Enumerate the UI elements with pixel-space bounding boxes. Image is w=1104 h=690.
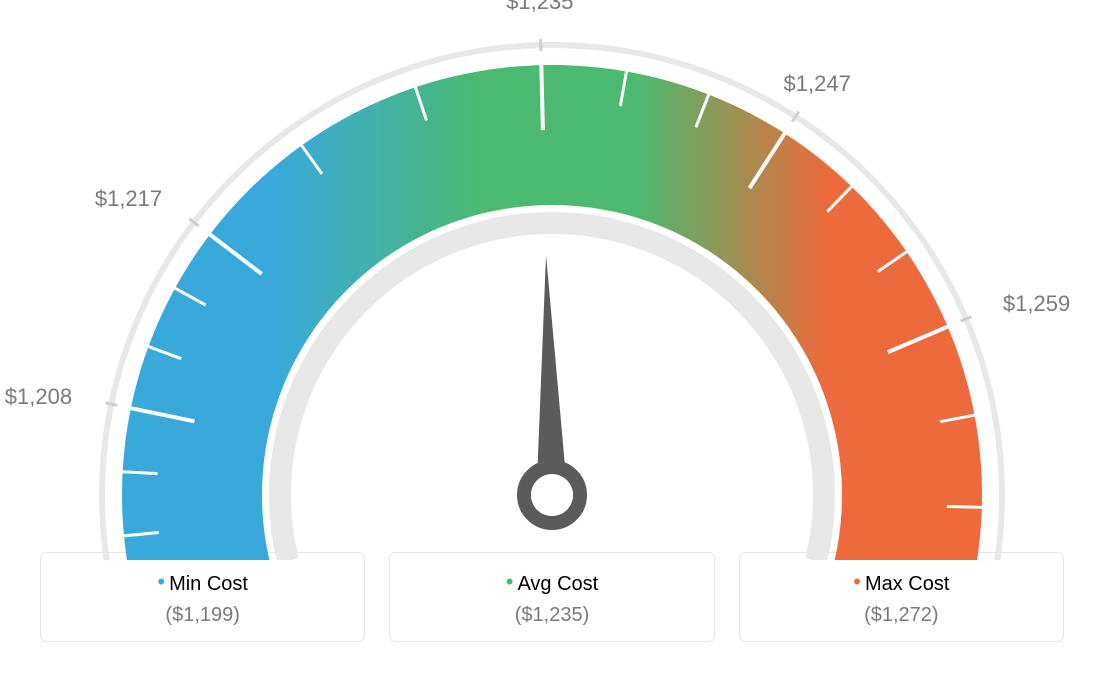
legend-avg-label: •Avg Cost xyxy=(402,569,701,596)
legend-card-max: •Max Cost ($1,272) xyxy=(739,552,1064,642)
legend-min-label: •Min Cost xyxy=(53,569,352,596)
gauge-chart: $1,199$1,208$1,217$1,235$1,247$1,259$1,2… xyxy=(0,0,1104,560)
legend-row: •Min Cost ($1,199) •Avg Cost ($1,235) •M… xyxy=(0,552,1104,642)
gauge-tick-label: $1,208 xyxy=(5,384,72,409)
legend-max-value: ($1,272) xyxy=(752,604,1051,627)
gauge-tick xyxy=(123,472,158,474)
legend-max-text: Max Cost xyxy=(865,573,949,595)
gauge-tick-label: $1,235 xyxy=(506,0,573,14)
legend-avg-value: ($1,235) xyxy=(402,604,701,627)
gauge-tick-label: $1,217 xyxy=(95,186,162,211)
legend-card-avg: •Avg Cost ($1,235) xyxy=(389,552,714,642)
legend-min-value: ($1,199) xyxy=(53,604,352,627)
legend-min-dot: • xyxy=(157,569,165,594)
gauge-needle-hub-inner xyxy=(531,474,573,516)
gauge-tick-label: $1,247 xyxy=(784,71,851,96)
legend-min-text: Min Cost xyxy=(169,573,248,595)
legend-max-dot: • xyxy=(853,569,861,594)
gauge-svg: $1,199$1,208$1,217$1,235$1,247$1,259$1,2… xyxy=(0,0,1104,560)
legend-card-min: •Min Cost ($1,199) xyxy=(40,552,365,642)
gauge-tick xyxy=(541,65,543,130)
legend-avg-text: Avg Cost xyxy=(517,573,598,595)
gauge-outer-tick xyxy=(105,403,117,405)
legend-max-label: •Max Cost xyxy=(752,569,1051,596)
legend-avg-dot: • xyxy=(506,569,514,594)
gauge-tick-label: $1,259 xyxy=(1003,291,1070,316)
gauge-tick xyxy=(947,506,982,507)
